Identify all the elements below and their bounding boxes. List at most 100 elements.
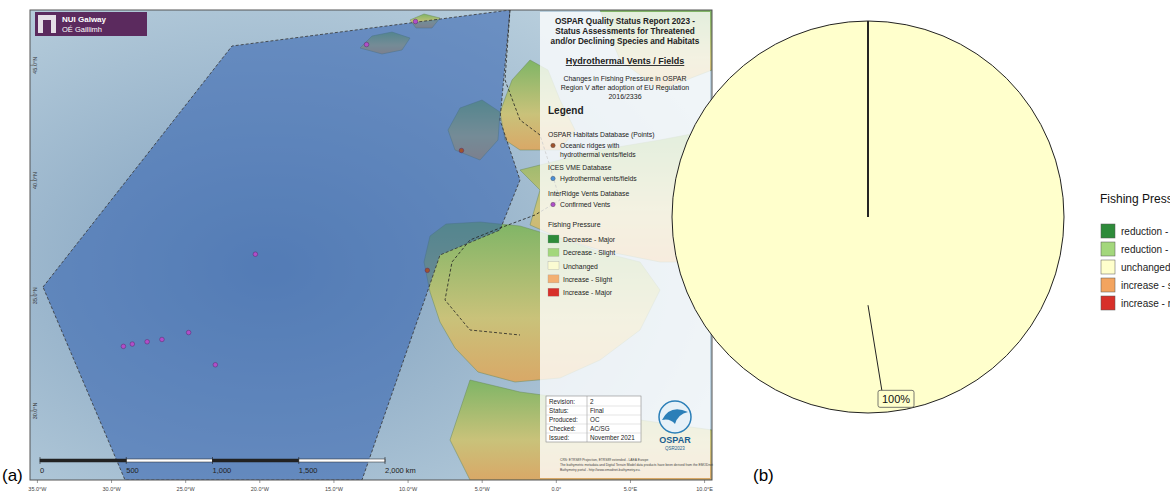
legend-label: Confirmed Vents	[560, 201, 611, 208]
legend-label: Increase - Slight	[563, 276, 612, 284]
vent-point	[459, 148, 464, 153]
legend-heading: Fishing Pressure	[548, 221, 601, 229]
legend-label: reduction - slight	[1121, 244, 1170, 255]
info-box	[546, 396, 641, 442]
map-subtitle: Hydrothermal Vents / Fields	[566, 56, 685, 66]
lon-tick	[704, 480, 705, 483]
background	[0, 0, 1170, 502]
scale-bar-tick	[212, 457, 213, 464]
legend-heading: InterRidge Vents Database	[548, 190, 629, 198]
scale-bar-segment	[213, 459, 299, 462]
lon-tick	[333, 480, 334, 483]
panel-label: (b)	[753, 466, 774, 485]
logo-text: OÉ Gaillimh	[62, 25, 102, 34]
panel-label: (a)	[2, 466, 23, 485]
scale-bar-tick	[40, 457, 41, 464]
vent-point	[253, 252, 258, 257]
lat-label: 45.0°N	[32, 57, 38, 74]
data-label: 100%	[882, 393, 910, 405]
legend-swatch	[1101, 260, 1115, 274]
lon-tick	[482, 480, 483, 483]
lon-label: 10.0°E	[696, 486, 713, 492]
map-description: Changes in Fishing Pressure in OSPAR	[563, 75, 686, 83]
scale-bar-label: 0	[40, 466, 44, 475]
ospar-region-v	[43, 10, 520, 480]
crs-note: The bathymetric metadata and Digital Ter…	[560, 463, 713, 467]
legend-label: Oceanic ridges with	[560, 142, 620, 150]
info-key: Produced:	[549, 416, 578, 423]
lat-label: 30.0°N	[32, 402, 38, 419]
legend-symbol	[551, 176, 555, 180]
lon-label: 20.0°W	[251, 486, 270, 492]
pie-slice-edge	[868, 21, 869, 217]
map-body	[30, 10, 712, 480]
vent-point	[186, 330, 191, 335]
lon-tick	[630, 480, 631, 483]
logo-icon	[38, 15, 56, 33]
info-value: AC/SG	[590, 425, 610, 432]
legend-swatch	[1101, 296, 1115, 310]
legend-swatch	[548, 262, 559, 270]
pie-slice-edge	[868, 21, 869, 217]
pie	[672, 21, 1064, 413]
info-key: Revision:	[549, 398, 575, 405]
legend-swatch	[548, 288, 559, 296]
pie-slice-edge	[868, 21, 869, 217]
ospar-logo-wave	[662, 409, 688, 424]
legend-swatch	[1101, 242, 1115, 256]
ospar-logo-ring	[659, 401, 691, 433]
figure: NUI GalwayOÉ GaillimhOSPAR Quality Statu…	[0, 0, 1170, 502]
info-value: 2	[590, 398, 594, 405]
pie-slice	[868, 21, 869, 217]
lon-label: 10.0°W	[399, 486, 418, 492]
vent-point	[130, 342, 135, 347]
legend-label: reduction - major	[1121, 226, 1170, 237]
legend-swatch	[548, 248, 559, 256]
scale-bar-tick	[385, 457, 386, 464]
vent-point	[213, 363, 218, 368]
info-divider	[587, 396, 588, 442]
lon-tick	[185, 480, 186, 483]
scale-bar-segment	[299, 459, 385, 462]
lon-tick	[556, 480, 557, 483]
pie-slice	[672, 21, 1064, 413]
label-box	[878, 390, 914, 407]
scale-bar-segment	[40, 459, 126, 462]
lon-label: 0.0°	[551, 486, 561, 492]
legend-symbol	[551, 202, 555, 206]
info-key: Issued:	[549, 434, 570, 441]
pie-slice	[868, 21, 869, 217]
scale-bar-label: 1,500	[299, 466, 318, 475]
lon-label: 5.0°E	[624, 486, 638, 492]
legend-label: Decrease - Major	[563, 236, 616, 244]
vent-point	[121, 344, 126, 349]
lon-tick	[259, 480, 260, 483]
scale-bar-label: 1,000	[213, 466, 232, 475]
label-leader	[868, 305, 882, 391]
info-value: OC	[590, 416, 600, 423]
lon-label: 25.0°W	[177, 486, 196, 492]
lon-tick	[37, 480, 38, 483]
vent-point	[413, 19, 418, 24]
legend-label: Hydrothermal vents/fields	[560, 175, 637, 183]
lat-label: 35.0°N	[32, 287, 38, 304]
legend-heading: ICES VME Database	[548, 164, 612, 171]
crs-note: CRS: ETRS89 Projection, ETRS89 extended …	[560, 458, 648, 462]
lon-label: 35.0°W	[28, 486, 47, 492]
scale-bar-tick	[298, 457, 299, 464]
legend-label: Unchanged	[563, 263, 598, 271]
vent-point	[364, 42, 369, 47]
legend-title: Fishing Pressure	[1100, 192, 1170, 206]
legend-swatch	[1101, 224, 1115, 238]
info-key: Checked:	[549, 425, 576, 432]
scale-bar-label: 2,000 km	[385, 466, 416, 475]
legend-title: Legend	[548, 105, 584, 116]
legend-label: unchanged	[1121, 262, 1170, 273]
scale-bar-label: 500	[126, 466, 139, 475]
scale-bar-tick	[126, 457, 127, 464]
lon-label: 5.0°W	[475, 486, 491, 492]
crs-note: Bathymetry portal - http://www.emodnet-b…	[560, 468, 640, 472]
lon-tick	[111, 480, 112, 483]
map-title: Status Assessments for Threatened	[555, 27, 694, 36]
legend-swatch	[548, 235, 559, 243]
